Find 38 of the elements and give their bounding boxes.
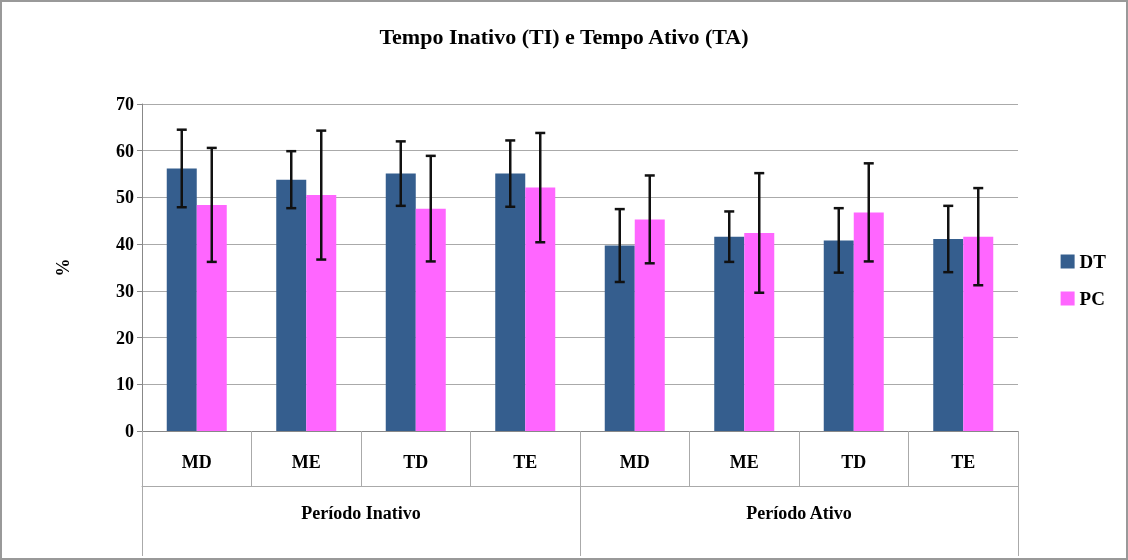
x-tick-label: ME	[291, 452, 321, 472]
bar	[634, 219, 665, 431]
y-tick-label: 0	[125, 421, 134, 441]
x-tick-label: TE	[513, 452, 538, 472]
x-tick-label: MD	[181, 452, 212, 472]
bar	[306, 195, 337, 431]
x-tick-label: TE	[951, 452, 976, 472]
y-axis-title: %	[53, 258, 73, 277]
bar	[196, 204, 227, 431]
bar	[525, 187, 556, 431]
text: Período Inativo	[301, 503, 421, 523]
bar	[744, 232, 775, 431]
y-tick-label: 40	[116, 234, 134, 255]
bar	[933, 239, 964, 431]
bar	[166, 168, 197, 431]
y-tick-label: 60	[116, 140, 134, 161]
y-tick-label: 70	[116, 94, 134, 114]
text: Período Ativo	[746, 503, 852, 523]
bar	[963, 236, 994, 431]
x-tick-label: ME	[729, 452, 759, 472]
x-tick-label: MD	[619, 452, 650, 472]
legend-label: PC	[1079, 288, 1105, 309]
legend-label: DT	[1079, 251, 1107, 272]
bar	[604, 245, 635, 431]
chart-title: Tempo Inativo (TI) e Tempo Ativo (TA)	[379, 23, 749, 49]
bar	[276, 179, 307, 431]
bar	[385, 173, 416, 431]
y-tick-label: 10	[116, 374, 134, 395]
y-tick-label: 20	[116, 327, 134, 348]
bar	[714, 236, 745, 431]
x-tick-label: TD	[403, 452, 429, 472]
bar	[495, 173, 526, 431]
y-tick-label: 50	[116, 187, 134, 208]
bar	[823, 240, 854, 431]
y-tick-label: 30	[116, 280, 134, 301]
x-tick-label: TD	[841, 452, 867, 472]
bar	[415, 208, 446, 431]
bar	[853, 212, 884, 431]
